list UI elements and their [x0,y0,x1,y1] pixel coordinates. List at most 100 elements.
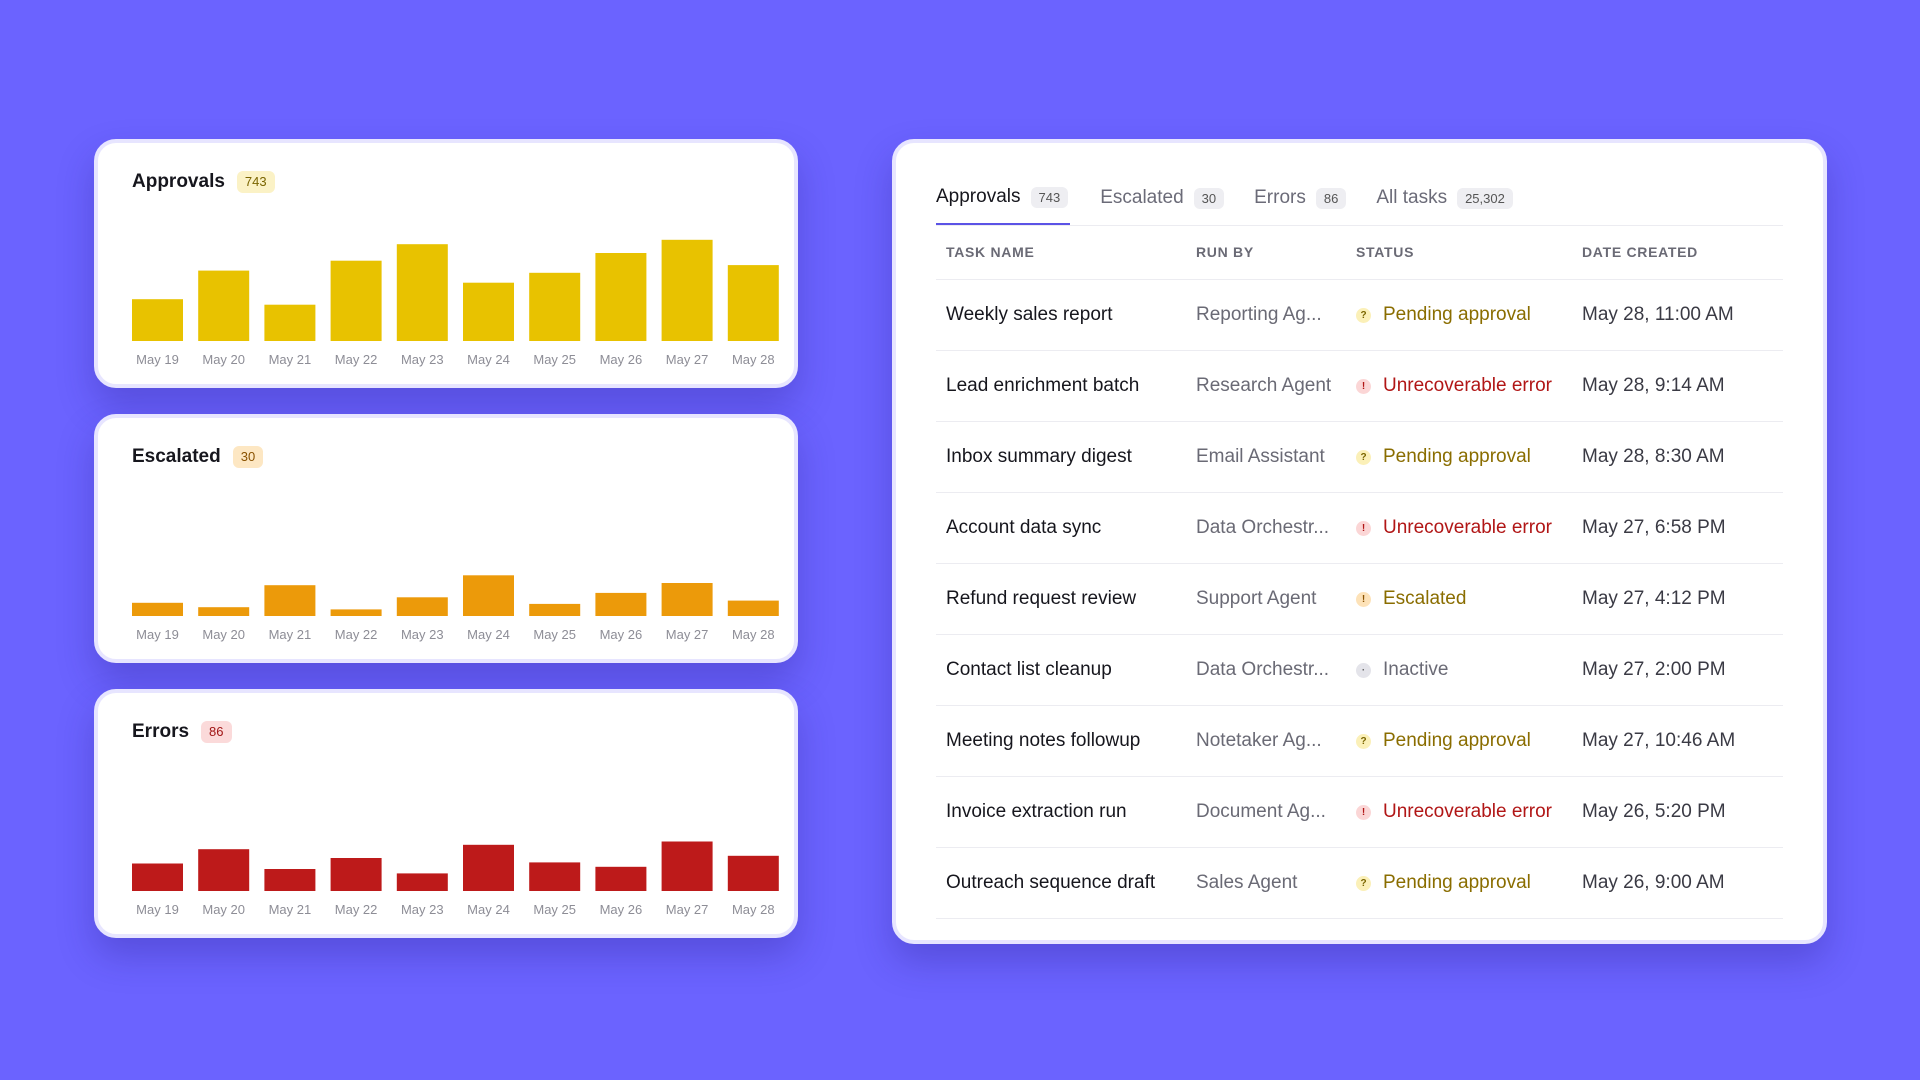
task-name-cell: Account data sync [936,492,1186,564]
column-header-date-created[interactable]: DATE CREATED [1572,225,1783,280]
status-cell: · Inactive [1346,634,1572,706]
tab-errors[interactable]: Errors 86 [1254,171,1347,225]
date-created-cell: May 28, 9:14 AM [1572,350,1783,422]
status-badge: Pending approval [1383,304,1531,325]
tab-escalated[interactable]: Escalated 30 [1100,171,1225,225]
table-row[interactable]: Meeting notes followup Notetaker Ag...? Pe… [936,705,1783,777]
errors-chart-title: Errors [132,721,190,742]
status-badge: Inactive [1383,659,1449,680]
date-created-cell: May 26, 5:20 PM [1572,776,1783,848]
status-cell: ? Pending approval [1346,279,1572,351]
errors-bar-4[interactable] [396,873,448,891]
run-by-cell: Support Agent [1186,563,1346,635]
escalated-tick-label: May 23 [401,627,444,642]
status-pending-icon: ? [1356,875,1371,891]
approvals-tick-label: May 23 [401,352,444,367]
escalated-bar-8[interactable] [661,583,713,616]
status-cell: ? Pending approval [1346,421,1572,493]
errors-bar-2[interactable] [264,869,316,891]
tab-label: Escalated [1100,187,1184,208]
run-by-cell: Email Assistant [1186,421,1346,493]
errors-bar-3[interactable] [330,858,382,891]
approvals-tick-label: May 22 [335,352,378,367]
escalated-bar-4[interactable] [396,597,448,616]
approvals-bar-2[interactable] [264,304,316,341]
escalated-tick-label: May 22 [335,627,378,642]
escalated-bar-9[interactable] [727,600,779,616]
escalated-bar-1[interactable] [198,607,250,616]
status-badge: Escalated [1383,588,1467,609]
tasks-table-card: Approvals 743 Escalated 30 Errors 86 All… [892,139,1827,944]
table-row[interactable]: Refund request review Support Agent! Escal… [936,563,1783,635]
table-header-row: TASK NAME RUN BY STATUS DATE CREATED [936,225,1783,280]
escalated-bar-0[interactable] [132,602,183,616]
escalated-bar-chart: May 19 May 20 May 21 May 22 May 23 May 24 May … [132,575,779,642]
errors-bar-1[interactable] [198,849,250,891]
status-error-icon: ! [1356,804,1371,820]
errors-bar-8[interactable] [661,841,713,892]
escalated-count-badge: 30 [232,446,264,468]
date-created-cell: May 27, 6:58 PM [1572,492,1783,564]
date-created-cell: May 26, 9:00 AM [1572,847,1783,919]
escalated-tick-label: May 27 [666,627,709,642]
column-header-status[interactable]: STATUS [1346,225,1572,280]
escalated-bar-7[interactable] [595,592,647,616]
approvals-tick-label: May 26 [600,352,643,367]
escalated-bar-2[interactable] [264,585,316,616]
approvals-bar-8[interactable] [661,239,713,341]
escalated-bar-3[interactable] [330,609,382,616]
approvals-bar-7[interactable] [595,253,647,341]
approvals-bar-1[interactable] [198,270,250,341]
escalated-tick-label: May 28 [732,627,775,642]
approvals-bar-6[interactable] [529,272,581,341]
errors-tick-label: May 20 [202,902,245,917]
table-row[interactable]: Lead enrichment batch Research Agent! Unre… [936,350,1783,422]
run-by-cell: Research Agent [1186,350,1346,422]
errors-bar-7[interactable] [595,866,647,891]
table-row[interactable]: Contact list cleanup Data Orchestr... · Ina… [936,634,1783,706]
column-header-run-by[interactable]: RUN BY [1186,225,1346,280]
escalated-chart-card: May 19 May 20 May 21 May 22 May 23 May 24 May … [94,414,798,663]
status-escalated-icon: ! [1356,591,1371,607]
approvals-chart-title: Approvals [132,171,225,192]
run-by-cell: Sales Agent [1186,847,1346,919]
errors-chart-card: May 19 May 20 May 21 May 22 May 23 May 24 May … [94,689,798,938]
table-row[interactable]: Inbox summary digest Email Assistant? Pend… [936,421,1783,493]
errors-tick-label: May 27 [666,902,709,917]
escalated-bar-6[interactable] [529,603,581,616]
approvals-bar-4[interactable] [396,244,448,341]
tab-approvals[interactable]: Approvals 743 [936,171,1071,225]
task-name-cell: Weekly sales report [936,279,1186,351]
approvals-bar-0[interactable] [132,299,183,341]
errors-tick-label: May 22 [335,902,378,917]
errors-bar-5[interactable] [463,844,514,891]
table-row[interactable]: Account data sync Data Orchestr...! Unreco… [936,492,1783,564]
status-cell: ? Pending approval [1346,705,1572,777]
escalated-bar-5[interactable] [463,575,514,616]
approvals-bar-9[interactable] [727,265,779,341]
errors-tick-label: May 21 [269,902,312,917]
approvals-bar-5[interactable] [463,282,514,341]
errors-bar-6[interactable] [529,862,581,891]
table-row[interactable]: Weekly sales report Reporting Ag...? Pendi… [936,279,1783,351]
errors-bar-0[interactable] [132,863,183,892]
escalated-tick-label: May 24 [467,627,510,642]
status-badge: Pending approval [1383,446,1531,467]
status-badge: Unrecoverable error [1383,517,1552,538]
table-row[interactable]: Invoice extraction run Document Ag...! Unr… [936,776,1783,848]
tasks-table: TASK NAME RUN BY STATUS DATE CREATED Wee… [936,225,1783,919]
escalated-tick-label: May 26 [600,627,643,642]
errors-count-badge: 86 [201,721,232,743]
run-by-cell: Document Ag... [1186,776,1346,848]
status-badge: Pending approval [1383,872,1531,893]
errors-tick-label: May 23 [401,902,444,917]
approvals-bar-3[interactable] [330,260,382,341]
errors-tick-label: May 25 [533,902,576,917]
escalated-chart-title: Escalated [132,446,221,467]
errors-bar-9[interactable] [727,855,779,891]
table-row[interactable]: Outreach sequence draft Sales Agent? Pendi… [936,847,1783,919]
escalated-tick-label: May 21 [269,627,312,642]
column-header-task-name[interactable]: TASK NAME [936,225,1186,280]
status-badge: Pending approval [1383,730,1531,751]
tab-all-tasks[interactable]: All tasks 25,302 [1376,171,1513,225]
